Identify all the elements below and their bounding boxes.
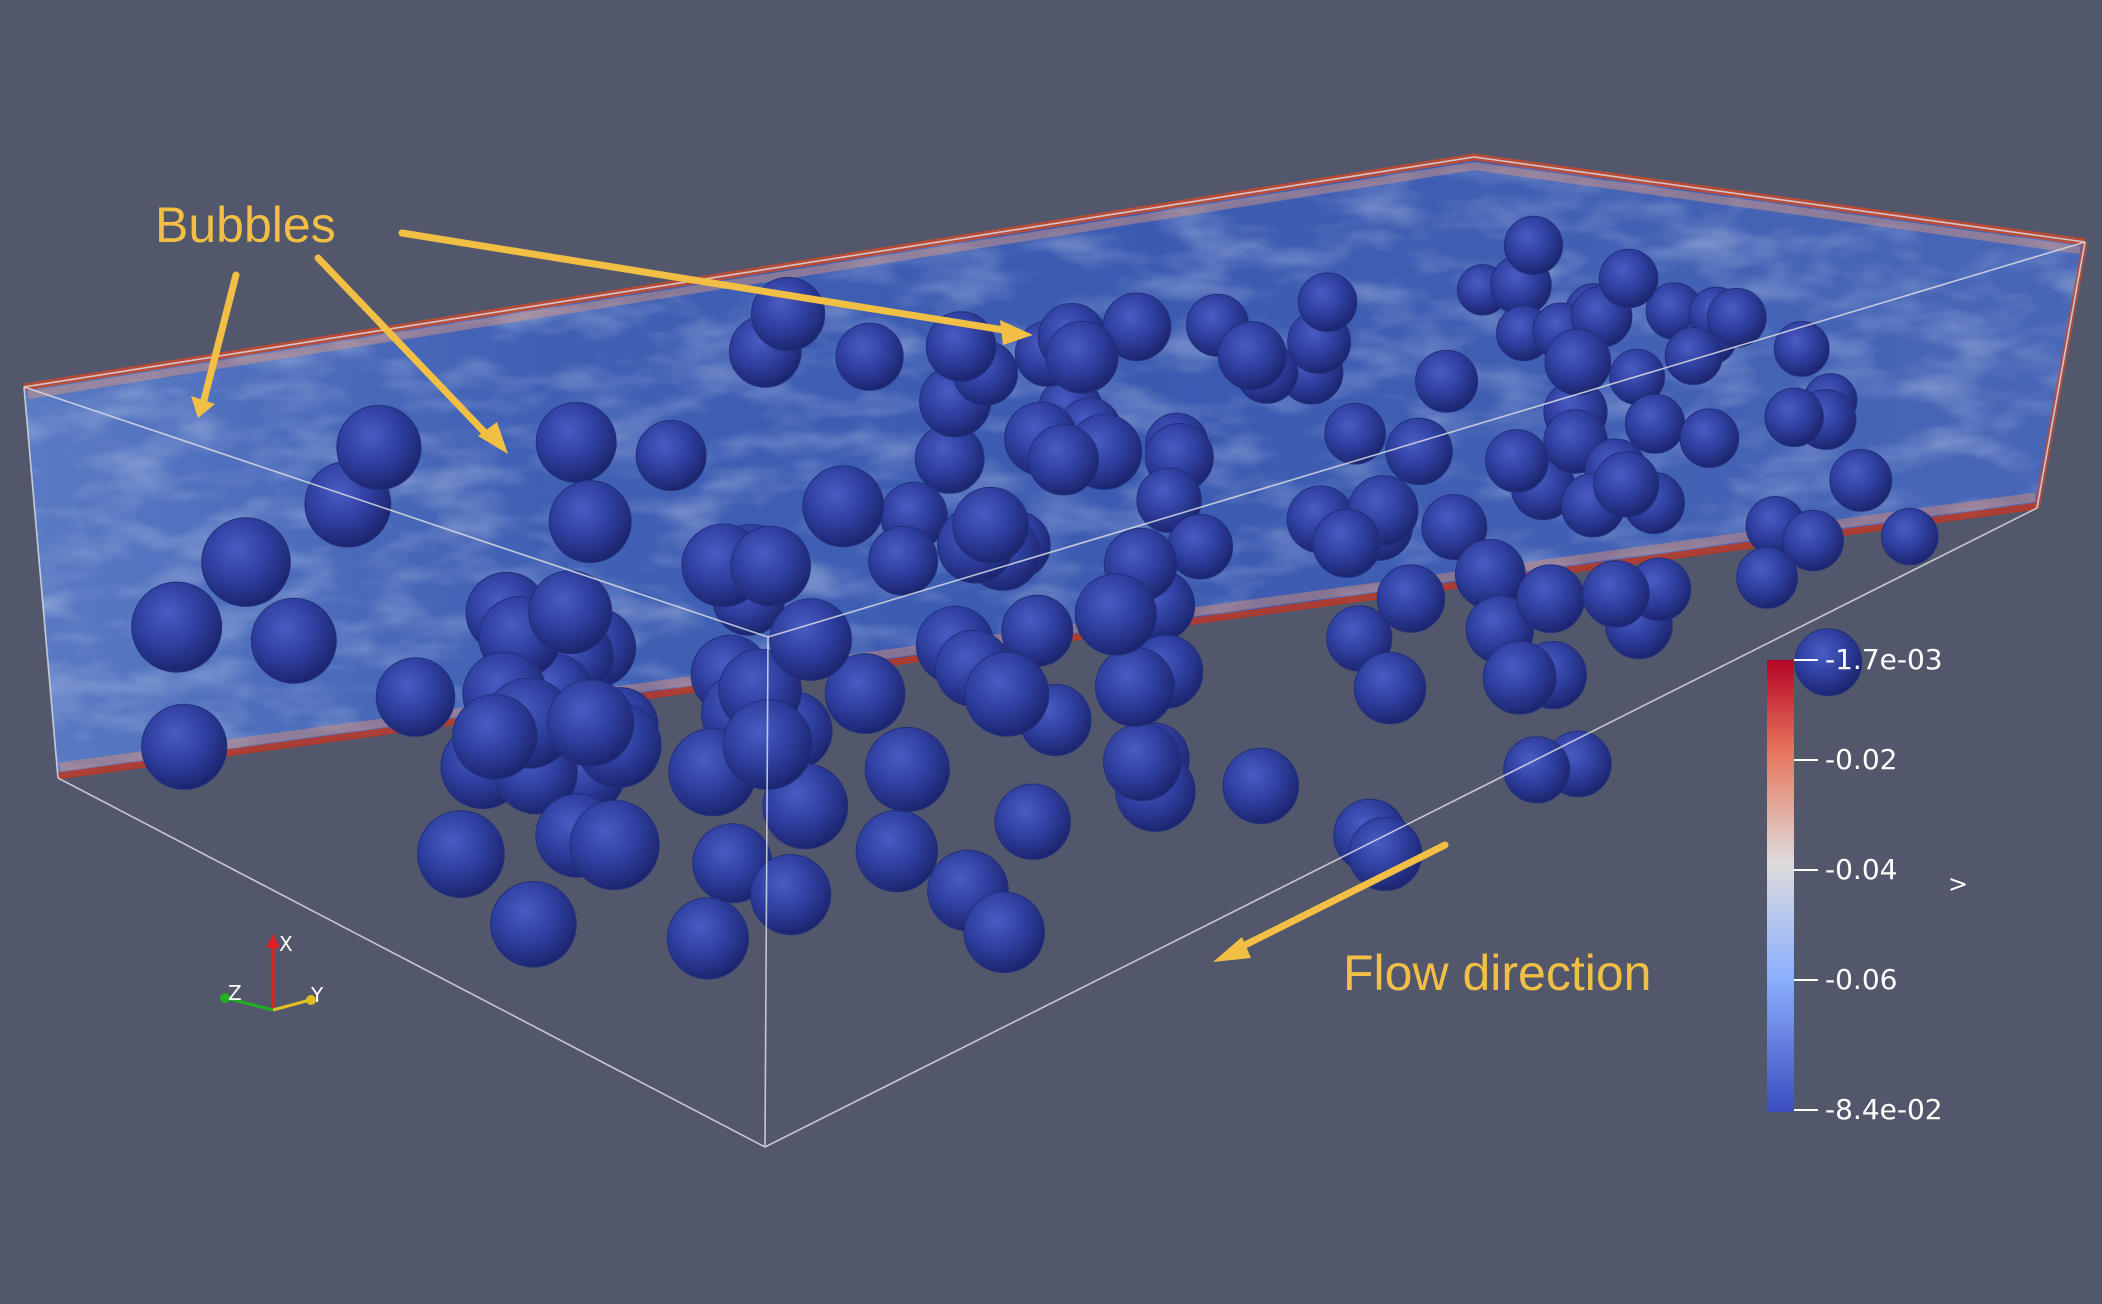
bubble — [868, 525, 939, 596]
bubble — [1664, 327, 1723, 385]
bubbles-arrowhead-middle — [478, 422, 508, 454]
bubble — [1136, 467, 1202, 533]
top-boundary-glow — [27, 161, 2081, 399]
annotation-arrows — [191, 229, 1449, 962]
bubble — [548, 480, 632, 564]
flow-direction-arrowhead — [1213, 937, 1251, 962]
bubble — [1624, 393, 1686, 454]
bubble — [1385, 417, 1453, 486]
bubble — [1324, 402, 1386, 465]
bubble — [417, 810, 505, 898]
axis-z-label: Z — [228, 981, 242, 1005]
bubble — [1782, 509, 1844, 572]
orientation-axes-widget[interactable]: X Y Z — [220, 932, 324, 1012]
bubble — [1297, 272, 1358, 333]
flow-direction-label: Flow direction — [1343, 945, 1652, 1001]
bubbles-arrow-middle — [314, 254, 494, 442]
bubble — [1353, 651, 1427, 725]
flow-direction-arrow — [1231, 841, 1449, 954]
bubble — [1482, 640, 1557, 715]
bubble — [963, 891, 1046, 974]
bubble — [1222, 747, 1300, 825]
bubble — [1503, 736, 1571, 804]
bubble — [730, 525, 812, 607]
colorbar-tick-label-3: -0.06 — [1825, 963, 1898, 996]
bubble — [824, 653, 906, 734]
bubble — [1794, 628, 1863, 697]
colorbar-tick-label-4: -8.4e-02 — [1825, 1093, 1943, 1126]
bubble — [1881, 507, 1939, 566]
bubble — [1167, 513, 1234, 580]
bubble — [1829, 449, 1893, 512]
domain-outline — [23, 156, 2086, 1148]
bubble — [1593, 451, 1660, 518]
colorbar-tick-label-2: -0.04 — [1825, 853, 1898, 886]
bubble — [952, 486, 1029, 564]
bubble — [1217, 321, 1287, 391]
bubble — [1598, 248, 1659, 309]
bubble — [1095, 646, 1175, 727]
axis-x-label: X — [279, 932, 293, 956]
bubble — [1485, 429, 1549, 493]
colorbar-tick-label-1: -0.02 — [1825, 743, 1898, 776]
bubble — [666, 897, 750, 980]
bubble — [1764, 387, 1824, 447]
bubble — [1348, 817, 1423, 891]
bubble — [375, 657, 456, 737]
bubble — [131, 581, 223, 673]
bubble — [1773, 321, 1830, 377]
bubble — [802, 465, 885, 548]
bubble — [250, 597, 337, 684]
bubble — [547, 679, 635, 767]
bubble — [535, 401, 617, 483]
bubble — [201, 517, 291, 607]
bubble — [1707, 288, 1767, 348]
bubble — [964, 651, 1050, 737]
bubble — [1045, 320, 1119, 394]
bubbles-arrowhead-left — [191, 396, 215, 418]
bubbles-arrowhead-right — [1000, 320, 1033, 345]
axis-y-label: Y — [310, 983, 324, 1007]
bubble — [1103, 722, 1182, 802]
bubble — [1074, 573, 1157, 656]
bubble — [1516, 564, 1585, 634]
bubble — [528, 570, 613, 655]
bubble — [1503, 215, 1564, 275]
bubble — [835, 322, 904, 391]
bubble — [855, 809, 939, 893]
colorbar — [1767, 660, 1794, 1112]
bubbles-label: Bubbles — [155, 197, 336, 253]
bubble — [864, 726, 950, 813]
bubble — [1376, 564, 1446, 633]
bubble — [1415, 349, 1479, 413]
colorbar-ticks — [1794, 659, 1818, 1111]
bubble — [635, 420, 707, 491]
bubble — [1582, 560, 1650, 628]
bubble — [1028, 424, 1099, 496]
bubble — [750, 854, 832, 936]
bubble — [336, 404, 422, 491]
bubbles-arrow-left — [200, 271, 240, 404]
bubble — [1312, 509, 1382, 578]
bubble — [994, 783, 1071, 860]
bubble — [490, 881, 577, 968]
bubble — [1736, 546, 1798, 609]
bubble — [1544, 328, 1612, 396]
bubble — [1102, 292, 1172, 362]
bubble — [1421, 494, 1488, 561]
bubble — [569, 799, 660, 891]
bubble — [1679, 408, 1740, 469]
colorbar-side-label: > — [1948, 870, 1969, 898]
bubble — [452, 694, 538, 780]
bubble — [141, 703, 228, 790]
colorbar-tick-label-0: -1.7e-03 — [1825, 643, 1943, 676]
bubble — [769, 598, 853, 681]
bubbles-arrow-right — [398, 229, 1014, 335]
